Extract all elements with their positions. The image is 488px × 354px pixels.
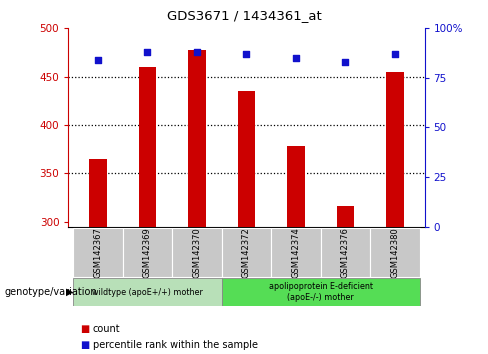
Bar xyxy=(238,91,255,227)
Bar xyxy=(139,67,156,227)
Bar xyxy=(386,72,404,227)
Bar xyxy=(321,228,370,277)
Bar xyxy=(370,228,420,277)
Text: GDS3671 / 1434361_at: GDS3671 / 1434361_at xyxy=(166,9,322,22)
Point xyxy=(342,59,349,65)
Text: ■: ■ xyxy=(81,324,90,333)
Text: ▶: ▶ xyxy=(66,287,73,297)
Bar xyxy=(89,159,107,227)
Text: GSM142372: GSM142372 xyxy=(242,227,251,278)
Text: GSM142380: GSM142380 xyxy=(390,227,399,278)
Text: apolipoprotein E-deficient
(apoE-/-) mother: apolipoprotein E-deficient (apoE-/-) mot… xyxy=(269,282,373,302)
Point xyxy=(292,55,300,61)
Text: percentile rank within the sample: percentile rank within the sample xyxy=(93,340,258,350)
Bar xyxy=(73,278,222,306)
Point xyxy=(94,57,102,63)
Text: GSM142374: GSM142374 xyxy=(291,227,301,278)
Bar xyxy=(123,228,172,277)
Text: GSM142376: GSM142376 xyxy=(341,227,350,278)
Text: GSM142367: GSM142367 xyxy=(94,227,102,278)
Point xyxy=(193,49,201,55)
Bar xyxy=(287,146,305,227)
Text: ■: ■ xyxy=(81,340,90,350)
Text: count: count xyxy=(93,324,121,333)
Bar xyxy=(337,206,354,227)
Bar xyxy=(188,50,205,227)
Text: GSM142369: GSM142369 xyxy=(143,227,152,278)
Text: wildtype (apoE+/+) mother: wildtype (apoE+/+) mother xyxy=(92,287,203,297)
Point xyxy=(243,51,250,57)
Point xyxy=(143,49,151,55)
Bar xyxy=(222,278,420,306)
Bar xyxy=(271,228,321,277)
Bar xyxy=(172,228,222,277)
Text: genotype/variation: genotype/variation xyxy=(5,287,98,297)
Bar xyxy=(222,228,271,277)
Text: GSM142370: GSM142370 xyxy=(192,227,202,278)
Bar xyxy=(73,228,123,277)
Point xyxy=(391,51,399,57)
